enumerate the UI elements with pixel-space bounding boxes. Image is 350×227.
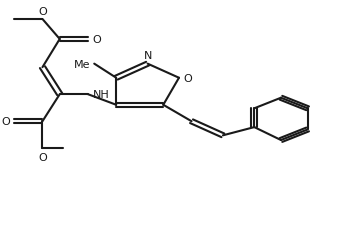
Text: NH: NH [93,90,110,100]
Text: N: N [144,51,152,61]
Text: O: O [183,73,192,83]
Text: O: O [38,152,47,162]
Text: Me: Me [74,59,91,69]
Text: O: O [1,117,10,127]
Text: O: O [92,35,101,45]
Text: O: O [38,7,47,17]
